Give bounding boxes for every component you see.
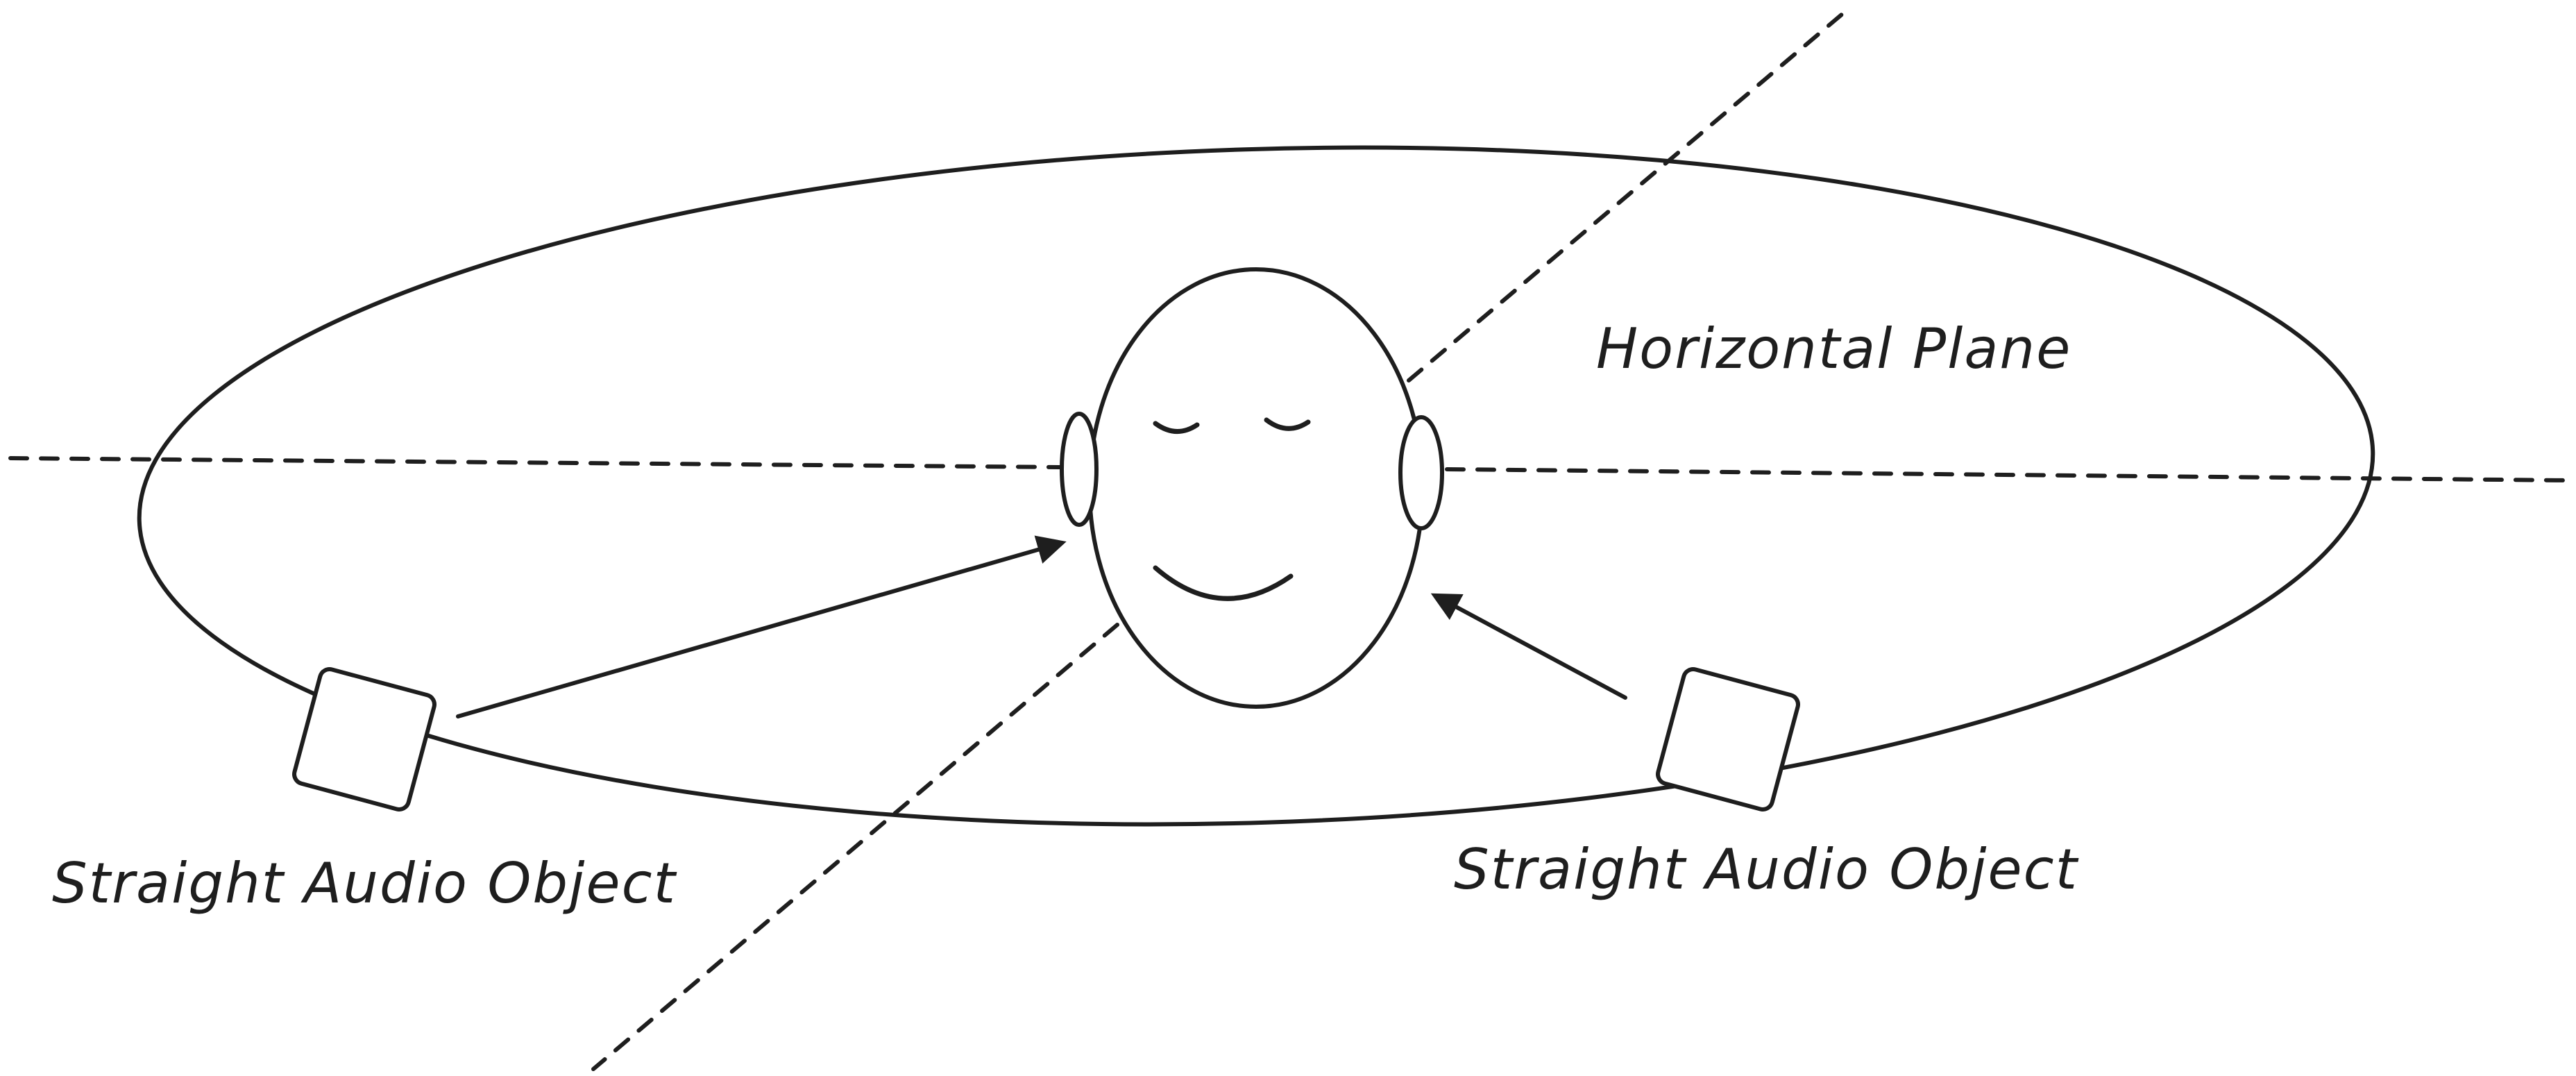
left-eye — [1153, 421, 1200, 434]
speaker-box-icon-right — [1656, 667, 1800, 812]
right-eye — [1264, 417, 1311, 431]
horizontal-plane-label: Horizontal Plane — [1596, 317, 2071, 381]
right-ear — [1398, 415, 1444, 530]
lateral-axis-dashed-line-right — [1445, 467, 2570, 482]
right-source-arrow — [1430, 593, 1627, 700]
head-icon — [1060, 267, 1444, 709]
left-source-label: Straight Audio Object — [52, 851, 677, 916]
diagonal-axis-dashed-line-lower — [591, 623, 1119, 1071]
left-source-arrow — [456, 535, 1067, 718]
horizontal-plane-ellipse — [137, 145, 2375, 827]
speaker-box-icon-left — [292, 667, 437, 812]
left-ear — [1060, 412, 1099, 527]
right-source-label: Straight Audio Object — [1454, 837, 2079, 902]
mouth — [1153, 565, 1294, 601]
lateral-axis-dashed-line — [8, 456, 1064, 469]
diagonal-axis-dashed-line-upper — [1407, 12, 1845, 383]
